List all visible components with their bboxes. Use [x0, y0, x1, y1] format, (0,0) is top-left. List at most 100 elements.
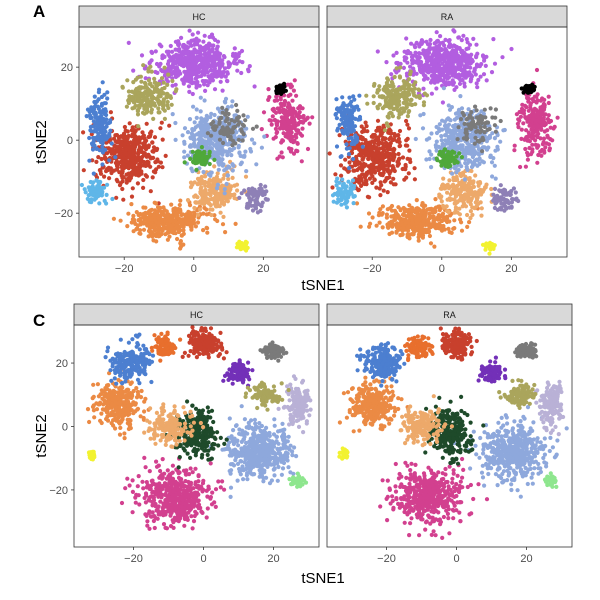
data-point: [254, 124, 259, 129]
data-point: [79, 182, 84, 188]
data-point: [294, 148, 299, 153]
data-point: [441, 86, 446, 91]
data-point: [135, 181, 140, 186]
data-point: [400, 232, 405, 237]
data-point: [472, 158, 477, 163]
data-point: [469, 73, 474, 78]
data-point: [546, 142, 552, 147]
data-point: [130, 186, 135, 191]
data-point: [165, 237, 170, 242]
data-point: [250, 126, 256, 131]
data-point: [119, 153, 124, 158]
data-point: [472, 206, 477, 211]
data-point: [222, 66, 228, 71]
data-point: [174, 54, 179, 59]
data-point: [264, 197, 269, 202]
data-point: [198, 51, 203, 56]
data-point: [143, 76, 148, 81]
data-point: [293, 133, 298, 138]
data-point: [286, 135, 291, 140]
data-point: [102, 126, 108, 131]
data-point: [383, 178, 388, 183]
data-point: [229, 104, 234, 109]
data-point: [424, 157, 429, 162]
data-point: [181, 44, 186, 49]
data-point: [305, 115, 310, 120]
data-point: [439, 194, 444, 199]
data-point: [118, 218, 123, 223]
data-point: [130, 106, 135, 111]
data-point: [167, 234, 172, 239]
data-point: [136, 96, 141, 101]
data-point: [298, 119, 303, 125]
data-point: [205, 226, 210, 231]
data-point: [443, 37, 448, 43]
data-point: [376, 142, 381, 147]
data-point: [185, 153, 190, 158]
data-point: [447, 51, 452, 56]
data-point: [187, 28, 192, 33]
data-point: [234, 102, 239, 108]
data-point: [426, 227, 431, 232]
data-point: [522, 137, 527, 142]
data-point: [380, 225, 385, 230]
data-point: [347, 160, 352, 165]
data-point: [201, 48, 207, 53]
data-point: [187, 117, 193, 122]
data-point: [96, 90, 101, 95]
data-point: [140, 130, 145, 135]
data-point: [525, 119, 530, 124]
data-point: [130, 157, 135, 162]
data-point: [195, 176, 201, 181]
data-point: [259, 127, 264, 132]
data-point: [468, 215, 473, 221]
data-point: [143, 211, 149, 216]
data-point: [343, 157, 348, 162]
data-point: [100, 80, 105, 85]
data-point: [453, 140, 458, 145]
data-point: [196, 131, 202, 136]
data-point: [141, 177, 146, 183]
data-point: [204, 69, 209, 74]
data-point: [125, 129, 130, 134]
data-point: [231, 60, 236, 65]
data-point: [440, 100, 445, 105]
data-point: [359, 124, 364, 129]
data-point: [521, 121, 526, 126]
data-point: [425, 57, 431, 62]
data-point: [288, 149, 293, 154]
data-point: [490, 174, 495, 179]
data-point: [238, 153, 243, 158]
data-point: [452, 68, 457, 73]
data-point: [168, 218, 173, 223]
data-point: [149, 229, 154, 235]
data-point: [437, 208, 442, 213]
data-point: [222, 191, 227, 196]
data-point: [212, 112, 217, 118]
data-point: [107, 158, 112, 163]
data-point: [280, 138, 285, 143]
data-point: [486, 135, 491, 140]
data-point: [148, 189, 153, 194]
data-point: [186, 84, 192, 89]
data-point: [107, 176, 112, 181]
data-point: [385, 167, 390, 172]
data-point: [113, 155, 118, 160]
data-point: [476, 77, 481, 83]
data-point: [87, 187, 92, 193]
data-point: [541, 136, 547, 141]
data-point: [202, 82, 207, 87]
data-point: [92, 197, 97, 202]
data-point: [405, 136, 410, 141]
data-point: [378, 193, 383, 198]
data-point: [203, 88, 208, 93]
data-point: [434, 55, 439, 60]
data-point: [372, 153, 377, 158]
data-point: [484, 78, 489, 83]
data-point: [98, 109, 103, 114]
data-point: [469, 57, 475, 63]
data-point: [217, 137, 223, 142]
data-point: [407, 203, 412, 208]
data-point: [144, 174, 149, 179]
data-point: [377, 220, 382, 225]
